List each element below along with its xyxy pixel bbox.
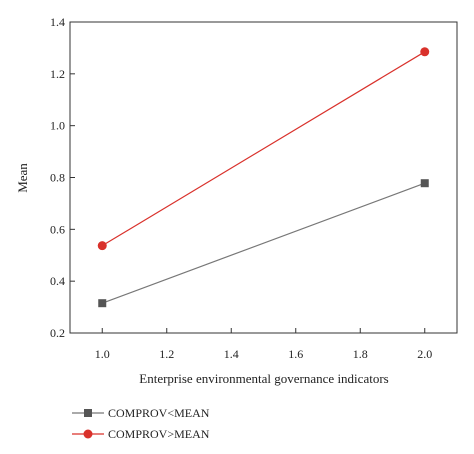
legend-marker [83, 429, 93, 439]
series-2 [97, 47, 430, 251]
x-tick-label: 1.2 [159, 347, 174, 361]
legend-marker [84, 409, 92, 417]
plot-border [69, 21, 458, 334]
data-point [420, 47, 430, 57]
series-line [102, 182, 425, 304]
data-point [97, 241, 107, 251]
y-tick-label: 1.0 [50, 119, 65, 133]
y-tick-label: 0.8 [50, 171, 65, 185]
x-tick-label: 1.4 [224, 347, 239, 361]
x-tick-label: 1.6 [288, 347, 303, 361]
y-tick-label: 0.6 [50, 222, 65, 236]
plot-frame [69, 21, 458, 334]
x-tick-label: 1.8 [353, 347, 368, 361]
legend-item: COMPROV>MEAN [72, 427, 210, 441]
x-axis-ticks: 1.0 1.2 1.4 1.6 1.8 2.0 [95, 328, 432, 361]
y-axis-ticks: 0.2 0.4 0.6 0.8 1.0 1.2 1.4 [50, 15, 75, 340]
series-line [101, 51, 426, 247]
y-tick-label: 0.2 [50, 326, 65, 340]
legend-label: COMPROV>MEAN [108, 427, 210, 441]
series-1 [98, 179, 429, 308]
y-axis-title: Mean [15, 163, 30, 193]
y-tick-label: 1.4 [50, 15, 65, 29]
y-tick-label: 0.4 [50, 274, 65, 288]
series-layer [97, 47, 430, 308]
legend-label: COMPROV<MEAN [108, 406, 210, 420]
x-axis-title: Enterprise environmental governance indi… [139, 371, 388, 386]
x-tick-label: 1.0 [95, 347, 110, 361]
y-tick-label: 1.2 [50, 67, 65, 81]
legend-item: COMPROV<MEAN [72, 406, 210, 420]
data-point [420, 179, 429, 188]
legend: COMPROV<MEAN COMPROV>MEAN [72, 406, 210, 441]
data-point [98, 299, 107, 308]
x-tick-label: 2.0 [417, 347, 432, 361]
